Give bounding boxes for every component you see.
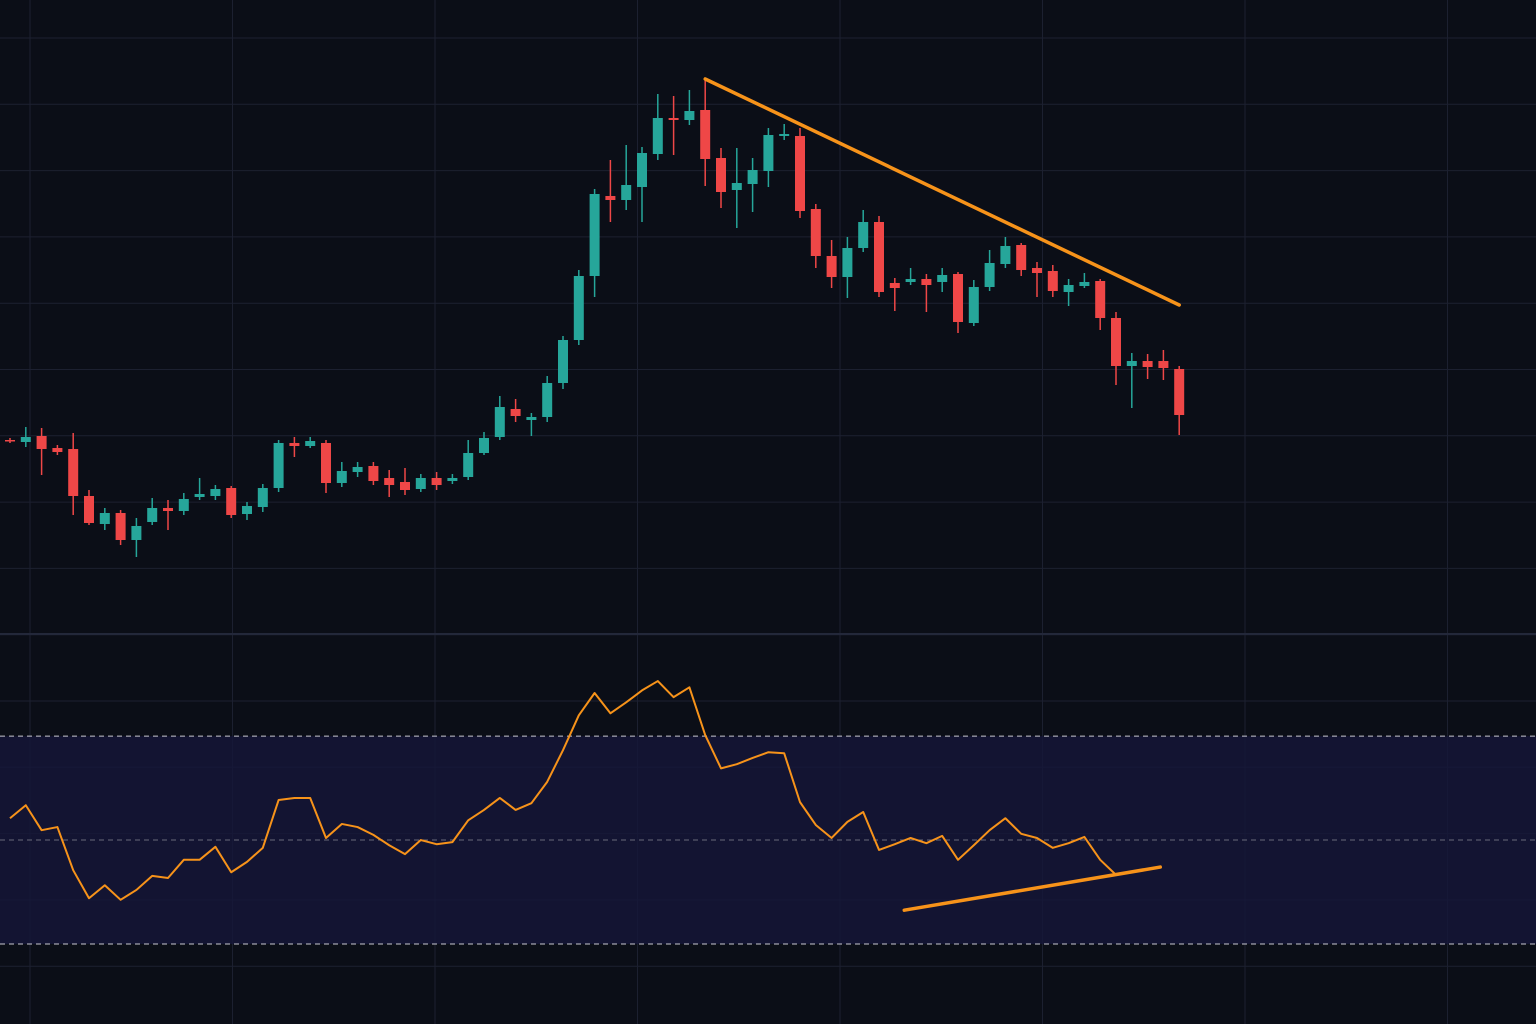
candle-body xyxy=(36,436,47,449)
candle-body xyxy=(99,513,110,524)
candle-body xyxy=(795,136,805,211)
candle-body xyxy=(368,466,379,481)
candle-body xyxy=(20,437,31,442)
trend-line xyxy=(703,77,1181,307)
candle-body xyxy=(447,478,458,481)
candle-body xyxy=(84,496,94,523)
candle-body xyxy=(52,448,63,452)
candle-body xyxy=(1079,282,1090,286)
candle-body xyxy=(558,340,568,383)
candle-body xyxy=(131,526,142,540)
candle-body xyxy=(1047,271,1058,291)
candle-body xyxy=(968,287,979,323)
candle-body xyxy=(858,222,869,248)
candle-body xyxy=(889,283,900,288)
candle-body xyxy=(289,443,300,446)
candle-body xyxy=(273,443,284,488)
candle-body xyxy=(1158,361,1169,368)
candle-body xyxy=(700,110,711,159)
candle-body xyxy=(652,118,663,154)
candle-body xyxy=(147,508,158,522)
rsi-line xyxy=(9,680,1117,901)
candle-body xyxy=(984,263,995,287)
candle-body xyxy=(905,279,916,282)
candle-body xyxy=(510,409,521,416)
candle-body xyxy=(1016,245,1027,270)
candle-body xyxy=(716,158,726,192)
candle-body xyxy=(415,478,426,489)
candle-body xyxy=(431,478,442,485)
candle-body xyxy=(463,453,474,477)
candle-body xyxy=(1095,281,1106,318)
candle-body xyxy=(68,449,79,496)
candle-body xyxy=(779,134,790,136)
candle-body xyxy=(400,482,410,490)
candle-body xyxy=(257,488,268,507)
candle-body xyxy=(242,506,252,514)
candle-body xyxy=(5,440,15,442)
candle-body xyxy=(1000,246,1011,264)
candle-body xyxy=(479,438,489,453)
candle-body xyxy=(1063,285,1074,292)
candle-body xyxy=(494,407,505,437)
candle-body xyxy=(953,274,963,322)
candle-body xyxy=(384,478,395,485)
candle-body xyxy=(163,508,173,511)
candle-body xyxy=(731,183,742,190)
candle-body xyxy=(526,417,537,420)
candle-body xyxy=(747,170,758,184)
candle-body xyxy=(352,467,363,472)
candle-body xyxy=(305,441,316,446)
candle-body xyxy=(637,153,647,187)
candle-body xyxy=(810,209,821,256)
candle-body xyxy=(210,489,221,496)
trend-line xyxy=(902,865,1162,912)
candle-body xyxy=(542,383,553,417)
candle-body xyxy=(1032,268,1042,273)
candle-body xyxy=(605,196,616,200)
candle-body xyxy=(684,111,695,120)
candle-body xyxy=(115,513,126,540)
candle-body xyxy=(1174,369,1185,415)
candle-body xyxy=(178,499,189,511)
candle-body xyxy=(1111,318,1121,366)
candle-body xyxy=(763,135,774,171)
candle-body xyxy=(1142,361,1153,367)
candle-body xyxy=(589,194,600,276)
candle-body xyxy=(668,118,679,120)
candle-body xyxy=(874,222,884,292)
candle-body xyxy=(621,185,632,200)
candle-body xyxy=(826,256,837,277)
candle-body xyxy=(194,494,205,497)
candle-body xyxy=(1126,361,1137,366)
candle-body xyxy=(921,279,932,285)
candle-body xyxy=(321,443,331,483)
candle-body xyxy=(336,471,347,483)
candle-body xyxy=(842,248,853,277)
candle-body xyxy=(937,275,948,282)
candle-body xyxy=(226,488,237,515)
candle-body xyxy=(573,276,584,340)
